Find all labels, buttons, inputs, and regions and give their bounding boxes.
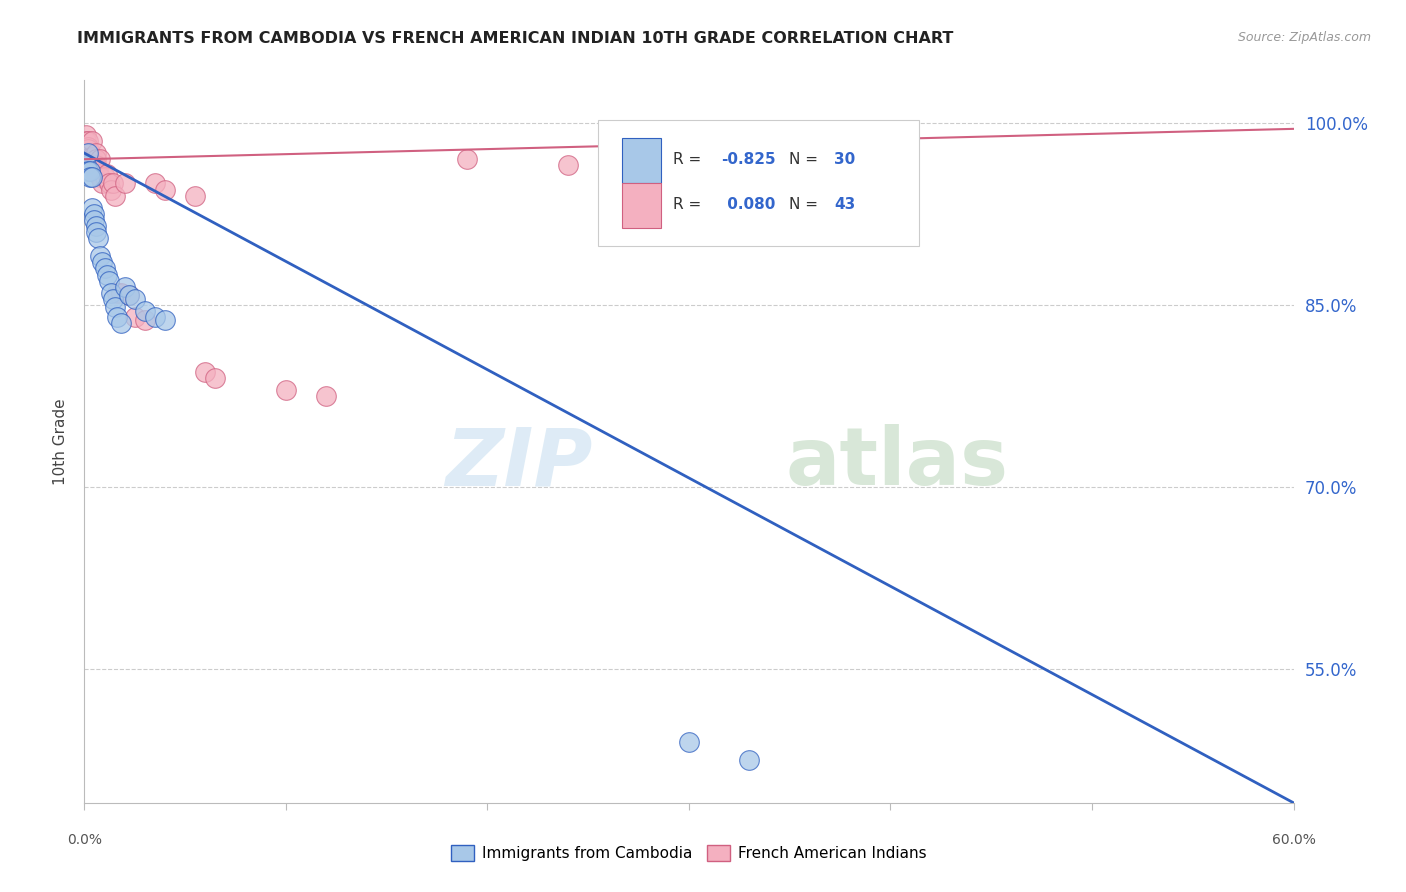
Text: 0.080: 0.080: [721, 197, 775, 212]
Text: R =: R =: [673, 153, 706, 168]
Point: [153, 312, 176, 326]
Text: 43: 43: [834, 197, 855, 212]
Point: [153, 183, 176, 197]
Text: R =: R =: [673, 197, 706, 212]
Point: [83, 158, 105, 172]
Point: [79, 150, 101, 164]
Point: [97, 177, 120, 191]
Point: [678, 735, 700, 749]
Point: [79, 146, 101, 161]
Point: [184, 188, 207, 202]
Point: [274, 383, 297, 397]
Point: [75, 134, 97, 148]
Y-axis label: 10th Grade: 10th Grade: [53, 398, 69, 485]
Point: [114, 177, 136, 191]
Point: [82, 170, 104, 185]
Point: [82, 201, 104, 215]
Point: [143, 177, 166, 191]
Point: [82, 134, 104, 148]
Point: [86, 219, 108, 233]
Point: [110, 316, 132, 330]
Point: [557, 158, 579, 172]
Point: [96, 268, 118, 282]
Point: [124, 310, 146, 324]
Point: [75, 128, 97, 142]
Text: N =: N =: [789, 153, 823, 168]
Point: [96, 167, 118, 181]
Text: IMMIGRANTS FROM CAMBODIA VS FRENCH AMERICAN INDIAN 10TH GRADE CORRELATION CHART: IMMIGRANTS FROM CAMBODIA VS FRENCH AMERI…: [77, 31, 953, 46]
Text: 60.0%: 60.0%: [1271, 833, 1316, 847]
Point: [75, 158, 97, 172]
Point: [86, 158, 108, 172]
Point: [118, 288, 141, 302]
Point: [89, 170, 111, 185]
Point: [97, 274, 120, 288]
Point: [83, 213, 105, 227]
Point: [104, 188, 127, 202]
Point: [104, 301, 127, 315]
FancyBboxPatch shape: [623, 183, 661, 227]
Point: [194, 365, 217, 379]
Point: [93, 261, 115, 276]
Point: [100, 183, 122, 197]
Point: [77, 134, 100, 148]
FancyBboxPatch shape: [599, 120, 918, 246]
Point: [456, 152, 478, 166]
Point: [93, 170, 115, 185]
Point: [118, 288, 141, 302]
Point: [124, 292, 146, 306]
Text: atlas: atlas: [786, 425, 1008, 502]
Point: [100, 285, 122, 300]
Point: [83, 207, 105, 221]
Point: [89, 152, 111, 166]
Point: [143, 310, 166, 324]
Text: ZIP: ZIP: [444, 425, 592, 502]
Point: [91, 177, 114, 191]
Point: [110, 285, 132, 300]
Text: Source: ZipAtlas.com: Source: ZipAtlas.com: [1237, 31, 1371, 45]
Point: [83, 164, 105, 178]
Point: [77, 143, 100, 157]
Point: [79, 164, 101, 178]
Point: [82, 150, 104, 164]
Point: [101, 177, 124, 191]
Point: [134, 304, 156, 318]
Point: [79, 170, 101, 185]
Point: [89, 249, 111, 263]
Point: [658, 164, 681, 178]
Point: [114, 279, 136, 293]
Text: -0.825: -0.825: [721, 153, 776, 168]
Text: N =: N =: [789, 197, 823, 212]
Point: [77, 164, 100, 178]
Point: [91, 255, 114, 269]
Point: [204, 371, 226, 385]
Point: [87, 161, 110, 176]
Point: [86, 146, 108, 161]
Point: [86, 152, 108, 166]
Point: [315, 389, 337, 403]
Point: [82, 154, 104, 169]
Point: [87, 231, 110, 245]
Point: [101, 292, 124, 306]
Point: [77, 146, 100, 161]
Point: [105, 285, 128, 300]
Text: 0.0%: 0.0%: [67, 833, 101, 847]
FancyBboxPatch shape: [623, 138, 661, 183]
Legend: Immigrants from Cambodia, French American Indians: Immigrants from Cambodia, French America…: [446, 839, 932, 867]
Point: [79, 154, 101, 169]
Point: [134, 312, 156, 326]
Point: [86, 225, 108, 239]
Point: [77, 140, 100, 154]
Text: 30: 30: [834, 153, 855, 168]
Point: [87, 167, 110, 181]
Point: [738, 753, 761, 767]
Point: [105, 310, 128, 324]
